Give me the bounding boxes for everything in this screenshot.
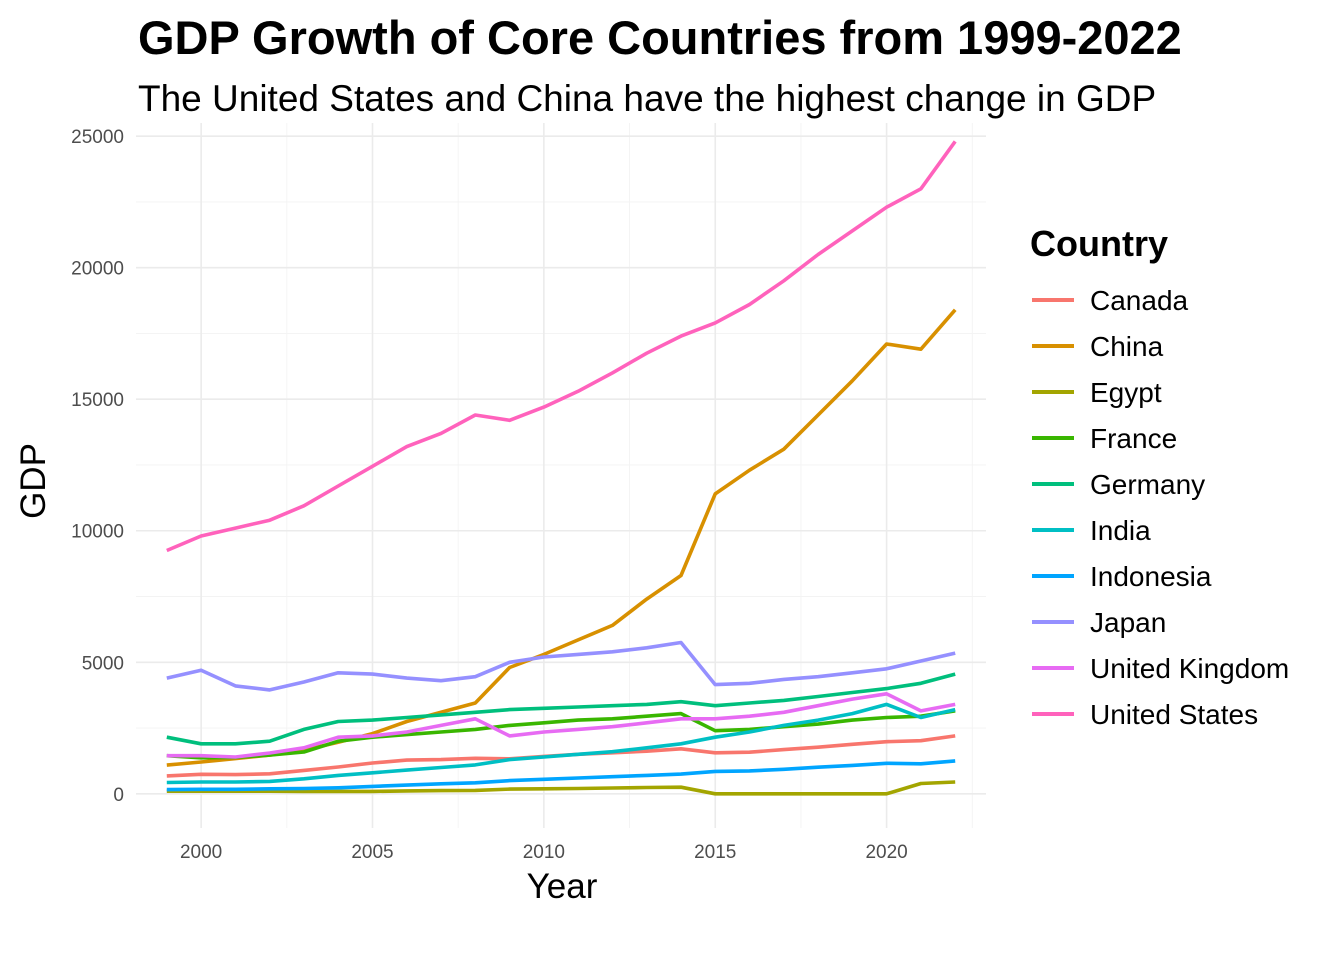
legend-label: China [1090,331,1164,362]
chart-subtitle: The United States and China have the hig… [138,78,1156,119]
series-line-indonesia [166,759,956,792]
legend-item-united-states: United States [1032,699,1258,730]
x-tick-label: 2020 [865,842,907,863]
y-axis-title: GDP [14,443,53,519]
legend-item-china: China [1032,331,1164,362]
series-line-japan [166,640,956,692]
legend-item-india: India [1032,515,1151,546]
x-tick-label: 2015 [694,842,736,863]
y-tick-label: 25000 [71,127,124,148]
series-lines [166,140,957,796]
legend-label: Indonesia [1090,561,1212,592]
legend-item-egypt: Egypt [1032,377,1162,408]
y-tick-label: 5000 [82,653,124,674]
series-line-germany [166,672,956,746]
x-axis-title: Year [527,867,598,906]
gridlines [136,123,986,828]
x-tick-label: 2000 [180,842,222,863]
legend-label: India [1090,515,1151,546]
legend-item-france: France [1032,423,1177,454]
legend-item-canada: Canada [1032,285,1189,316]
x-tick-label: 2010 [523,842,565,863]
legend: Country Canada China Egypt France Germany Ind… [1030,223,1289,730]
x-tick-label: 2005 [351,842,393,863]
legend-label: United States [1090,699,1258,730]
legend-label: Japan [1090,607,1166,638]
series-line-china [166,308,957,767]
legend-item-germany: Germany [1032,469,1205,500]
legend-label: Germany [1090,469,1205,500]
series-line-egypt [166,780,956,796]
legend-item-united-kingdom: United Kingdom [1032,653,1289,684]
legend-label: Canada [1090,285,1189,316]
legend-label: United Kingdom [1090,653,1289,684]
y-axis-ticks: 0 5000 10000 15000 20000 25000 [71,127,124,806]
legend-label: Egypt [1090,377,1162,408]
chart-title: GDP Growth of Core Countries from 1999-2… [138,11,1182,64]
y-tick-label: 10000 [71,522,124,543]
legend-item-indonesia: Indonesia [1032,561,1212,592]
y-tick-label: 0 [113,785,124,806]
y-tick-label: 20000 [71,259,124,280]
legend-label: France [1090,423,1177,454]
series-line-india [166,702,956,785]
x-axis-ticks: 2000 2005 2010 2015 2020 [180,842,908,863]
legend-item-japan: Japan [1032,607,1166,638]
series-line-united-states [166,140,957,553]
series-line-united-kingdom [166,691,956,759]
series-line-france [166,709,956,760]
legend-title: Country [1030,223,1168,264]
y-tick-label: 15000 [71,390,124,411]
